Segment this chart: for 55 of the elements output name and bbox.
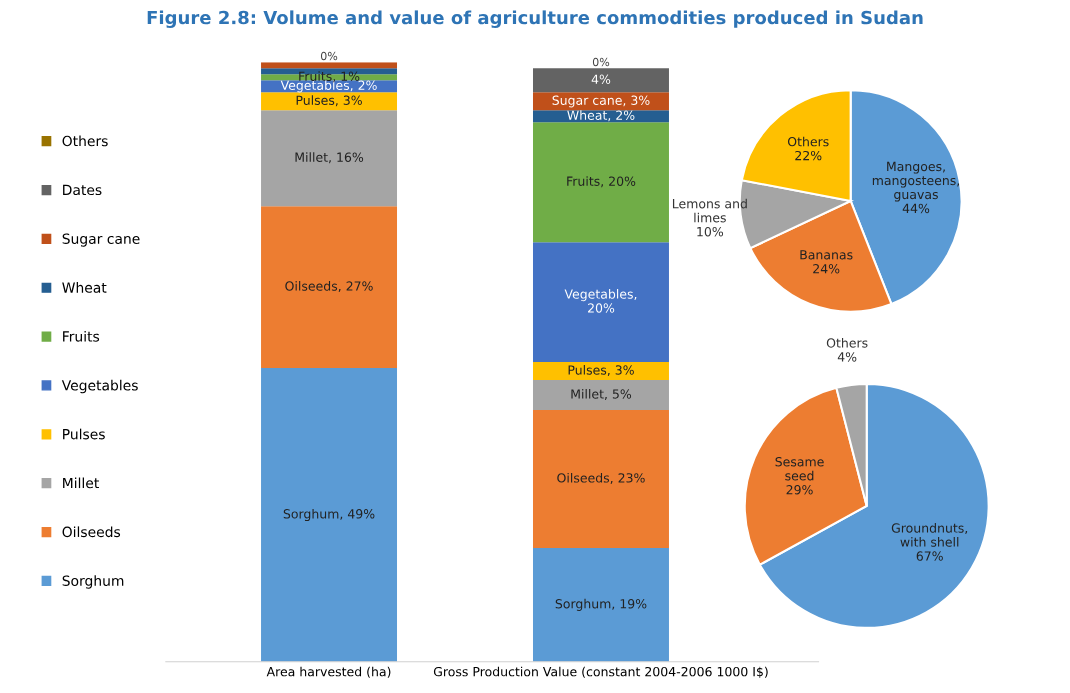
legend-label: Wheat (62, 282, 107, 293)
legend-label: Vegetables (61, 379, 138, 394)
data-label: Millet, 5% (571, 389, 632, 400)
bar (261, 110, 398, 207)
slice-label: Sesame seed (775, 457, 824, 481)
data-label: 10% (697, 226, 724, 237)
legend-label: Fruits (63, 330, 100, 342)
bar (532, 410, 669, 548)
chart-title: Figure 2.8: Volume and value of agriculture commodities produced in Sudan (147, 10, 923, 29)
data-label: Vegetables, 20% (564, 289, 637, 313)
slice-label: Bananas (800, 250, 853, 260)
slice-label: Others (826, 337, 868, 348)
data-label: 44% (902, 203, 930, 214)
bar (532, 122, 669, 243)
bar (532, 68, 669, 93)
data-label: 4% (591, 74, 611, 84)
bar (532, 92, 669, 111)
x-tick-label: Area harvested (ha) (266, 666, 391, 678)
legend-label: Sorghum (62, 575, 124, 589)
bar (532, 380, 669, 411)
data-label: 0% (320, 51, 338, 61)
data-label: Millet, 16% (295, 152, 364, 164)
data-label: Sorghum, 19% (555, 598, 647, 611)
data-label: 29% (786, 485, 813, 495)
bar (532, 110, 669, 123)
slice-label: Others (787, 136, 829, 147)
data-label: 4% (837, 352, 857, 362)
data-label: Wheat, 2% (567, 110, 635, 122)
data-label: Oilseeds, 27% (285, 281, 373, 293)
legend-label: Sugar cane (62, 233, 140, 247)
legend-label: Oilseeds (62, 526, 121, 538)
bar (261, 368, 398, 662)
data-label: Fruits, 20% (567, 176, 636, 188)
data-label: Pulses, 3% (296, 95, 362, 107)
legend-label: Pulses (63, 428, 105, 440)
slice-label: Lemons and limes (672, 198, 747, 223)
bar (532, 547, 669, 662)
bar (532, 242, 669, 363)
bar (532, 362, 669, 381)
data-label: 24% (813, 264, 840, 274)
data-label: 0% (592, 57, 610, 67)
data-label: Oilseeds, 23% (557, 472, 645, 484)
legend-label: Dates (63, 184, 102, 196)
slice-label: Groundnuts, with shell (891, 523, 968, 547)
legend-label: Others (62, 135, 108, 147)
data-label: 67% (916, 551, 943, 561)
data-label: 22% (795, 150, 822, 161)
bar (261, 92, 398, 111)
legend-label: Millet (63, 477, 99, 489)
x-tick-label: Gross Production Value (constant 2004-2006 1000 I$) (433, 666, 768, 679)
data-label: Sugar cane, 3% (552, 95, 650, 108)
data-label: Pulses, 3% (568, 365, 634, 376)
slice-label: Mangoes, mangosteens, guavas (872, 161, 960, 202)
data-label: Sorghum, 49% (283, 508, 375, 521)
bar (261, 206, 398, 369)
